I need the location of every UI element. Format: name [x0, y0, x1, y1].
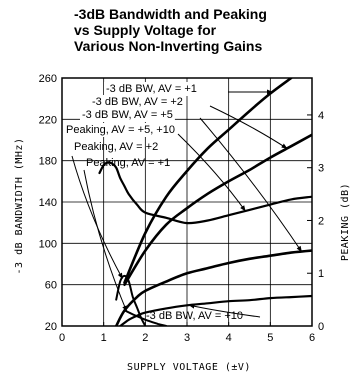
- y-tick-label: 140: [39, 197, 57, 209]
- annotation-label: Peaking, AV = +5, +10: [66, 124, 175, 136]
- annotation-leader: [199, 117, 302, 253]
- tick-labels: 0 1 2 3 4 5 6 20 60 100 140 180 220 260 0 1 2 3 4: [39, 73, 324, 344]
- y2-tick-label: 1: [318, 268, 324, 280]
- y2-tick-label: 3: [318, 163, 324, 175]
- y-tick-label: 100: [39, 238, 57, 250]
- x-tick-label: 1: [101, 332, 107, 344]
- annotation-label: -3 dB BW, AV = +2: [92, 96, 183, 108]
- y-tick-label: 60: [45, 280, 57, 292]
- x-tick-label: 4: [226, 332, 232, 344]
- x-tick-label: 0: [59, 332, 65, 344]
- annotation-label: Peaking, AV = +1: [86, 157, 170, 169]
- series-line: [123, 78, 293, 284]
- y2-tick-label: 0: [318, 321, 324, 333]
- annotation-leader: [177, 133, 246, 212]
- y2-axis-label: PEAKING (dB): [340, 183, 351, 261]
- annotation-label: -3 dB BW, AV = +10: [146, 310, 243, 322]
- series-line: [114, 249, 312, 326]
- annotation-group: -3 dB BW, AV = +1-3 dB BW, AV = +2-3 dB …: [64, 82, 302, 322]
- annotation-label-bg: [80, 108, 175, 122]
- annotation-label: -3 dB BW, AV = +5: [82, 109, 173, 121]
- chart-title-line-2: vs Supply Voltage for: [74, 22, 217, 38]
- annotation-label-bg: [64, 123, 177, 137]
- x-tick-label: 5: [267, 332, 273, 344]
- annotation-leader: [209, 105, 288, 149]
- y-axis-label: -3 dB BANDWIDTH (MHz): [14, 138, 25, 275]
- annotation-leader: [71, 155, 123, 280]
- chart-title-line-1: -3dB Bandwidth and Peaking: [74, 6, 267, 22]
- series-group: [98, 78, 312, 326]
- annotation-label-bg: [104, 82, 199, 96]
- chart-title-line-3: Various Non-Inverting Gains: [74, 38, 263, 54]
- series-line: [123, 133, 312, 286]
- y2-tick-label: 4: [318, 110, 324, 122]
- series-line: [123, 309, 168, 326]
- annotation-leader: [83, 169, 128, 312]
- annotation-label-bg: [90, 95, 185, 109]
- annotation-label: -3 dB BW, AV = +1: [106, 83, 197, 95]
- y-tick-label: 220: [39, 114, 57, 126]
- x-tick-label: 3: [184, 332, 190, 344]
- x-tick-label: 6: [309, 332, 315, 344]
- x-tick-label: 2: [142, 332, 148, 344]
- y-tick-label: 20: [45, 321, 57, 333]
- y-tick-label: 260: [39, 73, 57, 85]
- annotation-label: Peaking, AV = +2: [74, 141, 158, 153]
- x-axis-label: SUPPLY VOLTAGE (±V): [127, 362, 251, 373]
- y-tick-label: 180: [39, 156, 57, 168]
- chart-title: -3dB Bandwidth and Peaking vs Supply Vol…: [74, 6, 344, 54]
- y2-tick-label: 2: [318, 215, 324, 227]
- annotation-leader: [188, 303, 261, 318]
- series-line: [98, 161, 312, 225]
